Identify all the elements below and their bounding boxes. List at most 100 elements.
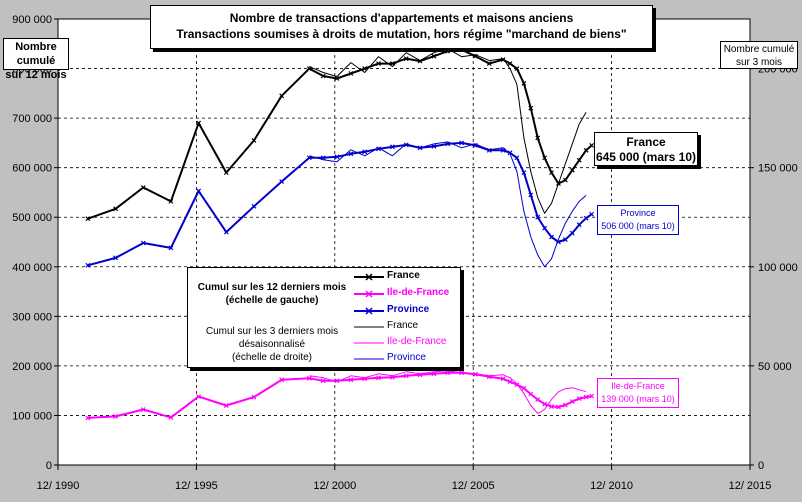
legend: Cumul sur les 12 derniers mois (échelle … (187, 267, 461, 368)
x-axis-tick-label: 12/ 2005 (452, 480, 495, 492)
data-point-ile-de-france-12m (569, 399, 575, 404)
data-point-ile-de-france-12m (320, 378, 326, 384)
legend-label-idf-12m: Ile-de-France (387, 287, 450, 298)
left-axis-tick-label: 0 (46, 460, 52, 472)
data-point-province-12m (168, 245, 174, 251)
data-point-ile-de-france-12m (279, 377, 285, 383)
data-point-france-12m (362, 66, 368, 71)
left-axis-tick-label: 700 000 (12, 113, 52, 125)
series-line-province-3m (309, 141, 587, 268)
data-point-ile-de-france-12m (583, 394, 589, 400)
data-point-ile-de-france-12m (140, 407, 146, 412)
legend-group-12-months: Cumul sur les 12 derniers mois (échelle … (192, 281, 352, 307)
data-point-ile-de-france-12m (223, 403, 229, 408)
data-point-province-12m (403, 142, 409, 148)
data-point-france-12m (507, 61, 513, 67)
annotation-idf: Ile-de-France 139 000 (mars 10) (597, 378, 679, 408)
right-axis-title: Nombre cumulé sur 3 mois (720, 41, 798, 69)
data-point-france-12m (279, 93, 285, 99)
chart-title-line-1: Nombre de transactions d'appartements et… (229, 11, 574, 25)
data-point-province-12m (251, 203, 257, 209)
legend-swatch-france-12m (354, 273, 384, 281)
data-point-province-12m (223, 229, 229, 235)
legend-swatch-province-12m (354, 307, 384, 315)
left-axis-tick-label: 500 000 (12, 212, 52, 224)
data-point-france-12m (583, 147, 589, 153)
series-line-ile-de-france-3m (309, 370, 587, 414)
data-point-france-12m (376, 61, 381, 67)
data-point-province-12m (535, 214, 541, 220)
data-point-ile-de-france-12m (306, 375, 312, 381)
right-axis-title-line-1: Nombre cumulé (723, 44, 795, 55)
data-point-province-12m (562, 237, 568, 242)
data-point-ile-de-france-12m (549, 404, 554, 409)
legend-item-idf-12m: Ile-de-France (354, 286, 460, 301)
right-axis-tick-label: 0 (758, 460, 764, 472)
annotation-province-line-1: Province (620, 208, 656, 218)
data-point-ile-de-france-12m (535, 397, 541, 403)
right-axis-title-line-2: sur 3 mois (735, 57, 783, 68)
data-point-province-12m (85, 262, 91, 268)
series-line-ile-de-france-12m (87, 371, 592, 419)
data-point-province-12m (507, 150, 513, 156)
data-point-ile-de-france-12m (85, 415, 91, 421)
data-point-france-12m (569, 167, 575, 173)
data-point-ile-de-france-12m (500, 376, 506, 382)
series-line-france-3m (309, 48, 587, 214)
data-point-province-12m (389, 144, 395, 150)
data-point-ile-de-france-12m (376, 375, 381, 381)
left-axis-tick-label: 300 000 (12, 311, 52, 323)
right-axis-tick-label: 100 000 (758, 262, 798, 274)
legend-swatch-france-3m (354, 326, 384, 328)
data-point-ile-de-france-12m (562, 402, 568, 408)
data-point-france-12m (403, 56, 409, 62)
data-point-province-12m (362, 149, 368, 155)
left-axis-title: Nombre cumulé sur 12 mois (3, 38, 69, 81)
data-point-france-12m (562, 177, 568, 183)
data-point-province-12m (589, 211, 595, 217)
data-point-france-12m (589, 142, 595, 148)
data-point-province-12m (542, 225, 548, 231)
data-point-ile-de-france-12m (576, 396, 582, 402)
data-point-province-12m (376, 146, 381, 152)
chart-title: Nombre de transactions d'appartements et… (150, 5, 653, 49)
data-point-province-12m (140, 240, 146, 246)
data-point-france-12m (251, 137, 257, 143)
legend-label-province-12m: Province (387, 304, 430, 315)
x-axis-tick-label: 12/ 2000 (313, 480, 356, 492)
annotation-province-line-2: 506 000 (mars 10) (601, 221, 675, 231)
data-point-france-12m (521, 80, 527, 86)
data-point-france-12m (85, 216, 91, 222)
data-point-ile-de-france-12m (472, 371, 478, 377)
data-point-france-12m (334, 76, 340, 81)
data-point-france-12m (542, 155, 548, 161)
legend-label-province-3m: Province (387, 352, 426, 363)
data-point-ile-de-france-12m (521, 385, 527, 391)
legend-item-idf-3m: Ile-de-France (354, 335, 460, 350)
legend-item-france-12m: France (354, 269, 460, 284)
data-point-france-12m (113, 206, 118, 212)
data-point-france-12m (549, 170, 554, 176)
data-point-province-12m (576, 222, 582, 228)
annotation-france-line-2: 645 000 (mars 10) (595, 150, 697, 164)
x-axis-tick-label: 12/ 2010 (590, 480, 633, 492)
legend-group-3-months-line-2: désaisonnalisé (238, 339, 306, 350)
data-point-france-12m (576, 157, 582, 163)
annotation-idf-line-1: Ile-de-France (611, 381, 665, 391)
data-point-ile-de-france-12m (251, 394, 257, 400)
left-axis-tick-label: 200 000 (12, 361, 52, 373)
right-axis-tick-label: 50 000 (758, 361, 792, 373)
data-point-ile-de-france-12m (528, 391, 534, 397)
data-point-ile-de-france-12m (507, 379, 513, 385)
data-point-ile-de-france-12m (196, 394, 202, 400)
legend-item-province-3m: Province (354, 351, 460, 366)
left-axis-tick-label: 400 000 (12, 262, 52, 274)
left-axis-title-line-1: Nombre cumulé (15, 41, 57, 67)
data-point-france-12m (514, 66, 520, 71)
data-point-france-12m (196, 120, 202, 126)
legend-swatch-province-3m (354, 358, 384, 360)
annotation-idf-line-2: 139 000 (mars 10) (601, 394, 675, 404)
data-point-province-12m (196, 188, 202, 194)
data-point-ile-de-france-12m (403, 373, 409, 379)
data-point-province-12m (279, 179, 285, 184)
